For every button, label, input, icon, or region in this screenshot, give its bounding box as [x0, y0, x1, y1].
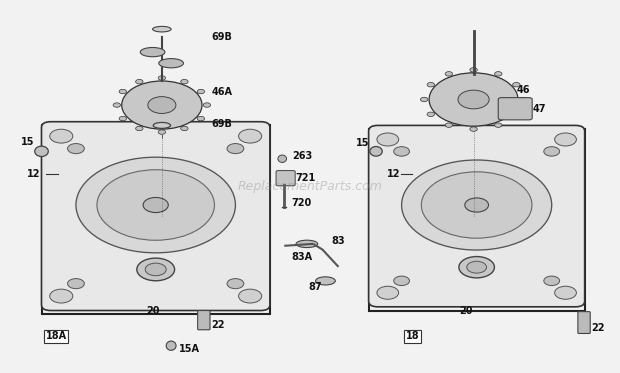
Circle shape — [148, 97, 176, 113]
Circle shape — [145, 263, 166, 276]
Text: 721: 721 — [296, 173, 316, 184]
Circle shape — [227, 144, 244, 154]
Circle shape — [445, 72, 453, 76]
Circle shape — [239, 289, 262, 303]
Circle shape — [513, 112, 520, 116]
Ellipse shape — [153, 26, 171, 32]
Text: 46: 46 — [516, 85, 530, 94]
Circle shape — [470, 68, 477, 72]
Circle shape — [143, 197, 168, 213]
Circle shape — [458, 90, 489, 109]
Circle shape — [239, 129, 262, 143]
FancyBboxPatch shape — [198, 311, 210, 330]
Circle shape — [427, 112, 435, 116]
Circle shape — [68, 279, 84, 289]
Circle shape — [203, 103, 211, 107]
Text: 22: 22 — [591, 323, 604, 333]
Ellipse shape — [166, 341, 176, 350]
Circle shape — [136, 79, 143, 84]
Text: 87: 87 — [309, 282, 322, 292]
Circle shape — [122, 81, 202, 129]
Circle shape — [465, 198, 489, 212]
Circle shape — [377, 286, 399, 299]
Circle shape — [394, 147, 409, 156]
FancyBboxPatch shape — [369, 125, 585, 307]
Circle shape — [429, 73, 518, 126]
Text: 720: 720 — [291, 198, 312, 208]
Circle shape — [76, 157, 236, 253]
Circle shape — [495, 72, 502, 76]
Circle shape — [180, 126, 188, 131]
Circle shape — [137, 258, 175, 281]
Text: 12: 12 — [27, 169, 41, 179]
Circle shape — [197, 116, 205, 121]
FancyBboxPatch shape — [578, 311, 590, 333]
Circle shape — [180, 79, 188, 84]
FancyBboxPatch shape — [42, 122, 270, 311]
Circle shape — [377, 133, 399, 146]
Ellipse shape — [278, 155, 286, 162]
Text: 263: 263 — [293, 151, 313, 161]
Ellipse shape — [316, 277, 335, 285]
FancyBboxPatch shape — [498, 98, 532, 120]
Text: 20: 20 — [459, 305, 473, 316]
Ellipse shape — [159, 59, 184, 68]
Circle shape — [422, 172, 532, 238]
Ellipse shape — [35, 146, 48, 157]
Text: 83A: 83A — [291, 252, 312, 262]
Text: 18A: 18A — [46, 332, 67, 341]
Circle shape — [445, 123, 453, 127]
Circle shape — [119, 89, 126, 94]
Circle shape — [158, 130, 166, 134]
FancyBboxPatch shape — [276, 170, 295, 186]
Circle shape — [227, 279, 244, 289]
Circle shape — [544, 147, 560, 156]
Text: ReplacementParts.com: ReplacementParts.com — [237, 180, 383, 193]
Circle shape — [519, 97, 526, 102]
Circle shape — [402, 160, 552, 250]
Text: 15: 15 — [21, 137, 35, 147]
Ellipse shape — [370, 147, 382, 156]
Circle shape — [113, 103, 120, 107]
Circle shape — [513, 82, 520, 87]
Text: 12: 12 — [386, 169, 400, 179]
Circle shape — [50, 289, 73, 303]
Text: 20: 20 — [146, 305, 160, 316]
Circle shape — [420, 97, 428, 102]
Circle shape — [459, 257, 494, 278]
Text: 47: 47 — [532, 104, 546, 114]
Circle shape — [197, 89, 205, 94]
Text: 83: 83 — [332, 236, 345, 246]
Ellipse shape — [296, 240, 317, 248]
Circle shape — [394, 276, 409, 286]
Ellipse shape — [140, 47, 165, 57]
Circle shape — [427, 82, 435, 87]
Text: 15: 15 — [356, 138, 369, 148]
Text: 18: 18 — [405, 332, 419, 341]
Circle shape — [555, 133, 577, 146]
Circle shape — [544, 276, 560, 286]
Text: 69B: 69B — [211, 32, 232, 41]
Circle shape — [50, 129, 73, 143]
Circle shape — [119, 116, 126, 121]
Text: 69B: 69B — [211, 119, 232, 129]
Circle shape — [136, 126, 143, 131]
Text: 22: 22 — [211, 320, 224, 330]
Ellipse shape — [153, 122, 170, 128]
Circle shape — [470, 127, 477, 131]
Circle shape — [555, 286, 577, 299]
Circle shape — [68, 144, 84, 154]
Circle shape — [495, 123, 502, 127]
Circle shape — [97, 170, 215, 240]
Circle shape — [158, 76, 166, 80]
Text: 15A: 15A — [179, 344, 200, 354]
Circle shape — [467, 261, 487, 273]
Text: 46A: 46A — [211, 87, 232, 97]
